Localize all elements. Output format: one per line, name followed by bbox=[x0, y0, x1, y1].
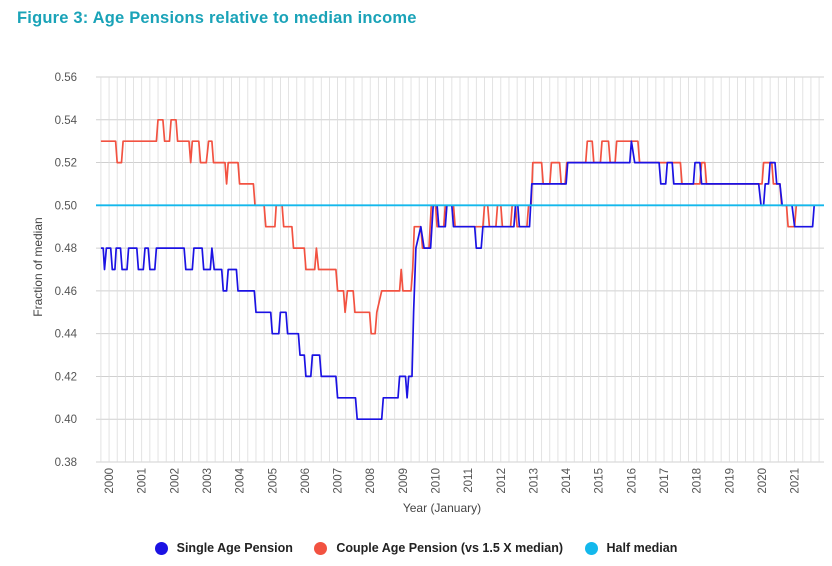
legend-marker-half-median bbox=[584, 541, 598, 555]
x-tick-label: 2015 bbox=[594, 468, 606, 494]
y-tick-label: 0.48 bbox=[55, 243, 77, 255]
y-tick-label: 0.44 bbox=[55, 329, 78, 341]
x-tick-label: 2001 bbox=[137, 468, 149, 494]
figure-title: Figure 3: Age Pensions relative to media… bbox=[17, 9, 417, 27]
x-tick-label: 2013 bbox=[528, 468, 540, 494]
x-tick-label: 2004 bbox=[235, 467, 247, 493]
x-tick-label: 2005 bbox=[267, 468, 279, 494]
x-tick-label: 2009 bbox=[398, 468, 410, 494]
y-axis-label: Fraction of median bbox=[31, 217, 45, 316]
x-tick-label: 2021 bbox=[790, 468, 802, 494]
legend: Single Age Pension Couple Age Pension (v… bbox=[0, 541, 832, 558]
x-tick-label: 2006 bbox=[300, 468, 312, 494]
legend-marker-single bbox=[154, 541, 168, 555]
x-tick-label: 2020 bbox=[757, 468, 769, 494]
y-tick-label: 0.52 bbox=[55, 158, 77, 170]
x-axis-label: Year (January) bbox=[403, 501, 481, 515]
x-tick-label: 2003 bbox=[202, 468, 214, 494]
series-line-single bbox=[100, 140, 816, 421]
series-lines bbox=[96, 118, 824, 421]
x-tick-label: 2008 bbox=[365, 468, 377, 494]
x-tick-label: 2017 bbox=[659, 468, 671, 494]
legend-label-half-median: Half median bbox=[606, 541, 678, 555]
x-tick-label: 2000 bbox=[104, 468, 116, 494]
x-axis-ticks: 2000 2001 2002 2003 2004 2005 2006 2007 2008 2009… bbox=[104, 467, 802, 493]
legend-item-couple: Couple Age Pension (vs 1.5 X median) bbox=[314, 541, 563, 555]
y-tick-label: 0.42 bbox=[55, 371, 77, 383]
y-tick-label: 0.56 bbox=[55, 72, 77, 84]
x-tick-label: 2016 bbox=[626, 468, 638, 494]
x-tick-label: 2011 bbox=[463, 468, 475, 493]
legend-label-couple: Couple Age Pension (vs 1.5 X median) bbox=[336, 541, 564, 555]
y-tick-label: 0.50 bbox=[55, 200, 77, 212]
y-axis-ticks: 0.38 0.40 0.42 0.44 0.46 0.48 0.50 0.52 0.54 0.56 bbox=[55, 72, 78, 469]
legend-item-single: Single Age Pension bbox=[154, 541, 293, 555]
x-tick-label: 2012 bbox=[496, 468, 508, 494]
legend-label-single: Single Age Pension bbox=[176, 541, 293, 555]
x-tick-label: 2018 bbox=[692, 468, 704, 494]
x-tick-label: 2002 bbox=[169, 468, 181, 494]
vertical-gridlines bbox=[100, 77, 820, 462]
x-tick-label: 2007 bbox=[333, 468, 345, 494]
y-tick-label: 0.38 bbox=[55, 457, 77, 469]
line-chart: 0.38 0.40 0.42 0.44 0.46 0.48 0.50 0.52 0.54 0.56… bbox=[31, 72, 824, 515]
x-tick-label: 2014 bbox=[561, 467, 573, 493]
legend-item-half-median: Half median bbox=[584, 541, 678, 555]
y-tick-label: 0.46 bbox=[55, 286, 77, 298]
legend-marker-couple bbox=[314, 541, 328, 555]
y-tick-label: 0.54 bbox=[55, 115, 78, 127]
x-tick-label: 2010 bbox=[431, 468, 443, 494]
y-tick-label: 0.40 bbox=[55, 414, 77, 426]
x-tick-label: 2019 bbox=[724, 468, 736, 494]
